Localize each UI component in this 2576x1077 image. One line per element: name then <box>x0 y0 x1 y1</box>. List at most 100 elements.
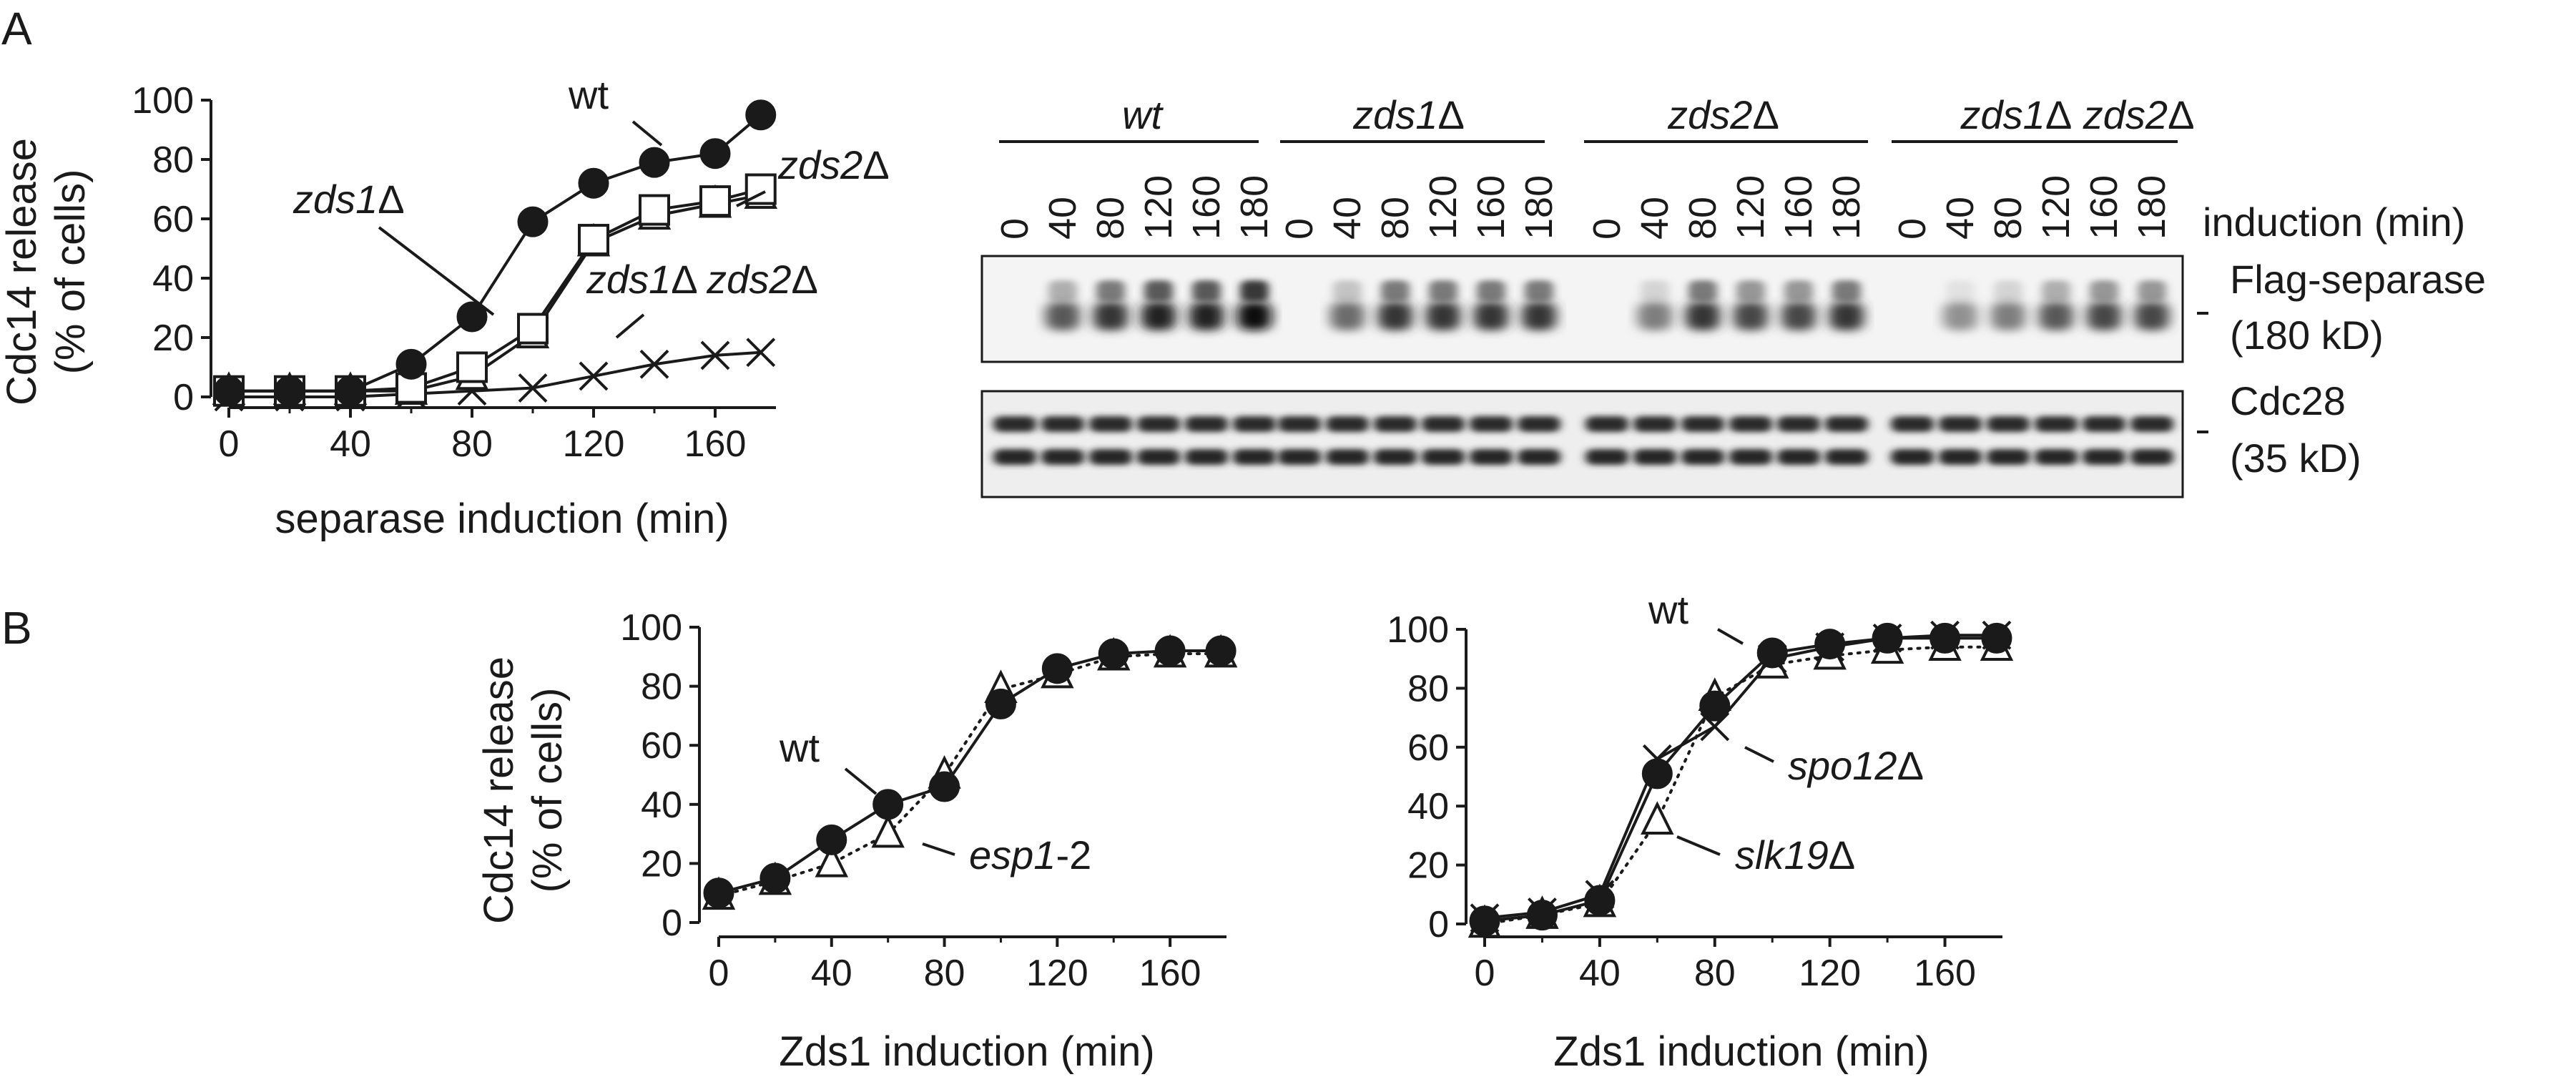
separase-band <box>2087 302 2121 330</box>
x-tick-label: 0 <box>1475 953 1495 994</box>
cdc28-band-upper <box>1089 416 1132 432</box>
cdc28-band-lower <box>1470 449 1513 465</box>
label-zds1-zds2: zds1Δ zds2Δ <box>586 257 818 302</box>
blot-group-label-wt: wt <box>1122 92 1164 137</box>
leader-wt-bl <box>844 767 877 795</box>
series-0-circle-marker <box>456 301 488 333</box>
x-tick-label: 0 <box>219 423 240 465</box>
separase-smear <box>2090 280 2118 302</box>
series-0-circle-marker <box>1929 622 1961 654</box>
x-tick-label: 160 <box>1914 953 1976 994</box>
lane-label: 160 <box>1470 175 1513 240</box>
separase-band <box>1093 302 1128 330</box>
y-tick-label: 40 <box>1407 786 1449 827</box>
cdc28-band-upper <box>1987 416 2030 432</box>
series-0-circle-marker <box>274 375 305 407</box>
separase-band <box>1237 302 1272 330</box>
series-3-x-marker <box>579 361 609 391</box>
cdc28-band-upper <box>1777 416 1820 432</box>
blot-upper-label-2: (180 kD) <box>2230 313 2384 358</box>
y-tick-label: 60 <box>152 199 194 240</box>
chart-a: 0 20 40 60 80 100 0 40 80 120 160 Cdc14 release (%… <box>0 72 890 542</box>
series-1-square-marker <box>699 185 731 217</box>
y-tick-label: 60 <box>641 725 682 767</box>
series-0-circle-marker <box>1872 622 1903 654</box>
lane-label: 160 <box>1185 175 1228 240</box>
chart-b-left-ylabel: Cdc14 release <box>476 656 522 924</box>
separase-smear <box>1096 280 1125 302</box>
separase-smear <box>1429 280 1457 302</box>
chart-b-left: 0 20 40 60 80 100 0 40 80 120 160 Cdc14 release (%… <box>476 607 1238 1075</box>
separase-band <box>2135 302 2169 330</box>
series-0-circle-marker <box>929 771 960 802</box>
series-3-x-marker <box>700 340 730 370</box>
y-tick-label: 40 <box>152 258 194 300</box>
blot-upper-panel <box>980 255 2184 363</box>
cdc28-band-lower <box>2035 449 2078 465</box>
chart-b-left-xlabel: Zds1 induction (min) <box>779 1028 1154 1075</box>
y-tick-label: 80 <box>152 139 194 181</box>
separase-band <box>1686 302 1720 330</box>
leader-esp1-2 <box>922 842 955 856</box>
lane-label: 40 <box>1326 197 1369 240</box>
lane-label: 0 <box>1891 218 1934 240</box>
y-tick-label: 100 <box>620 607 682 649</box>
panel-label-b: B <box>1 602 32 654</box>
separase-band <box>1474 302 1508 330</box>
cdc28-band-upper <box>1041 416 1084 432</box>
chart-b-right: 0 20 40 60 80 100 0 40 80 120 160 Zds1 induction (… <box>1387 587 2014 1075</box>
lane-label: 40 <box>1041 197 1084 240</box>
series-2-line <box>1483 645 1998 925</box>
separase-smear <box>1144 280 1173 302</box>
y-tick-label: 100 <box>1387 609 1449 651</box>
series-2-line <box>229 193 762 393</box>
series-0-circle-marker <box>1469 905 1500 937</box>
separase-band <box>1638 302 1672 330</box>
chart-b-left-series <box>702 634 1238 910</box>
separase-smear <box>1525 280 1553 302</box>
lane-label: 80 <box>1374 197 1417 240</box>
separase-band <box>1189 302 1224 330</box>
label-zds2: zds2Δ <box>777 142 890 187</box>
series-0-circle-marker <box>1756 637 1788 669</box>
cdc28-band-upper <box>1137 416 1180 432</box>
lane-label: 120 <box>1422 175 1465 240</box>
cdc28-band-lower <box>1825 449 1868 465</box>
series-1-line <box>717 652 1223 898</box>
y-tick-label: 20 <box>152 318 194 359</box>
cdc28-band-lower <box>1233 449 1276 465</box>
series-3-line <box>229 350 761 398</box>
lane-label: 0 <box>1586 218 1628 240</box>
series-0-circle-marker <box>872 789 904 820</box>
separase-smear <box>1333 280 1362 302</box>
cdc28-band-lower <box>1422 449 1465 465</box>
y-tick-label: 40 <box>641 785 682 826</box>
cdc28-band-lower <box>1137 449 1180 465</box>
series-0-circle-marker <box>213 375 245 407</box>
chart-a-xlabel: separase induction (min) <box>275 496 729 542</box>
cdc28-band-upper <box>1729 416 1772 432</box>
series-1-line <box>1484 634 1997 920</box>
leader-zds1-zds2 <box>615 313 645 339</box>
chart-a-axes: 0 20 40 60 80 100 0 40 80 120 160 <box>132 80 776 465</box>
blot-group-label-zds2: zds2Δ <box>1667 92 1779 137</box>
separase-smear <box>2138 280 2166 302</box>
y-tick-label: 80 <box>641 667 682 708</box>
series-1-square-marker <box>639 194 670 226</box>
separase-band <box>1943 302 1977 330</box>
y-tick-label: 0 <box>173 377 194 418</box>
lane-label: 0 <box>1278 218 1321 240</box>
leader-slk19 <box>1676 835 1721 856</box>
series-1-square-marker <box>395 372 427 404</box>
cdc28-band-upper <box>1374 416 1417 432</box>
separase-band <box>1330 302 1365 330</box>
separase-band <box>2039 302 2073 330</box>
series-0-circle-marker <box>699 138 731 169</box>
series-0-circle-marker <box>1699 690 1731 722</box>
blot-group-label-double: zds1Δ zds2Δ <box>1960 92 2195 137</box>
series-1-square-marker <box>456 351 488 383</box>
chart-a-annotations: wt zds1Δ zds2Δ zds1Δ zds2Δ <box>292 72 890 339</box>
panel-label-a: A <box>1 3 32 54</box>
separase-smear <box>1946 280 1975 302</box>
series-0-circle-marker <box>1814 629 1846 660</box>
